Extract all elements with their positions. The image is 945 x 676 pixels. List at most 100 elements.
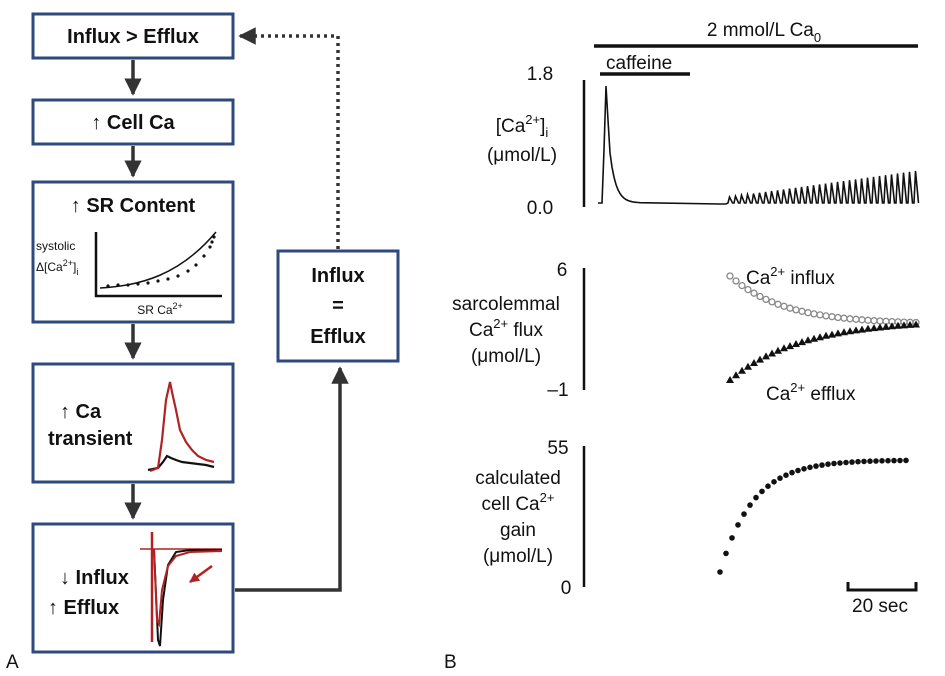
efflux-point xyxy=(894,321,902,329)
influx-point xyxy=(840,314,848,322)
time-scale-bar xyxy=(846,582,918,592)
gain-point xyxy=(867,458,873,465)
efflux-point xyxy=(804,336,812,344)
influx-greater-efflux-box: Influx > Efflux xyxy=(31,12,235,60)
influx-point xyxy=(822,312,830,320)
gain-point xyxy=(723,550,729,557)
gain-point xyxy=(765,483,771,490)
influx-point xyxy=(876,317,884,325)
influx-point xyxy=(804,309,812,317)
influx-point xyxy=(768,298,776,306)
side-label-3: Efflux xyxy=(310,326,366,348)
influx-point xyxy=(762,295,770,304)
influx-point xyxy=(732,277,740,285)
efflux-point xyxy=(876,323,884,331)
cell-ca-box: ↑ Cell Ca xyxy=(31,98,235,146)
trace3-ylabel-2: cell Ca2+ xyxy=(482,490,555,515)
sr-content-box: ↑ SR Content systolic Δ[Ca2+]i SR Ca2+ xyxy=(31,180,235,324)
gain-point xyxy=(861,458,867,465)
efflux-point xyxy=(852,326,860,334)
feedback-arrow xyxy=(235,366,349,592)
sr-inset-curve xyxy=(99,231,217,289)
trace1-ymax: 1.8 xyxy=(527,64,553,85)
trace2-ymax: 6 xyxy=(557,260,568,281)
box4-label-1: ↑ Ca xyxy=(60,401,102,423)
influx-point xyxy=(774,300,782,308)
gain-point xyxy=(753,494,759,501)
efflux-point xyxy=(864,324,872,332)
efflux-point xyxy=(726,376,734,383)
box1-label: Influx > Efflux xyxy=(67,26,199,48)
ca0-label: 2 mmol/L Ca0 xyxy=(707,20,821,45)
gain-point xyxy=(897,457,903,464)
box4-label-2: transient xyxy=(48,428,133,450)
efflux-point xyxy=(834,329,842,337)
trace2-ylabel-1: sarcolemmal xyxy=(452,294,560,315)
gain-point xyxy=(855,458,861,465)
gain-point xyxy=(771,479,777,485)
red-arrow-icon xyxy=(189,564,213,584)
influx-point xyxy=(786,304,794,312)
gain-point xyxy=(825,461,831,468)
influx-point xyxy=(834,313,842,322)
influx-point xyxy=(816,311,824,319)
efflux-point xyxy=(846,327,854,335)
efflux-point xyxy=(756,355,764,363)
efflux-point xyxy=(738,366,746,374)
efflux-point xyxy=(792,340,800,347)
sr-inset-ylabel-1: systolic xyxy=(36,239,75,253)
gain-point xyxy=(735,522,741,528)
efflux-point xyxy=(882,322,890,330)
influx-point xyxy=(792,306,800,314)
gain-point xyxy=(813,463,819,469)
efflux-point xyxy=(858,325,866,333)
sarcolemmal-flux-panel: 6 –1 sarcolemmal Ca2+ flux (μmol/L) Ca2+… xyxy=(452,260,920,405)
box3-label: ↑ SR Content xyxy=(71,195,196,217)
gain-point xyxy=(885,457,891,464)
efflux-point xyxy=(732,371,740,379)
trace2-ylabel-2: Ca2+ flux xyxy=(469,316,543,341)
efflux-point xyxy=(840,328,848,336)
influx-point xyxy=(828,313,836,321)
box5-label-1: ↓ Influx xyxy=(60,567,129,589)
gain-point xyxy=(729,535,735,541)
side-label-1: Influx xyxy=(311,265,364,287)
efflux-point xyxy=(900,321,908,329)
calcium-trace-line xyxy=(598,85,920,205)
panel-b-label: B xyxy=(444,652,457,673)
sr-inset-points xyxy=(106,235,216,288)
trace2-ylabel-3: (μmol/L) xyxy=(471,346,541,367)
black-current-trace xyxy=(153,548,222,647)
dotted-return-arrow xyxy=(238,27,340,249)
efflux-point xyxy=(798,338,806,346)
trace1-ylabel: [Ca2+]i xyxy=(496,112,549,140)
gain-point xyxy=(819,462,825,468)
efflux-point xyxy=(828,330,836,338)
side-label-2: = xyxy=(332,295,344,317)
gain-point xyxy=(717,569,723,575)
trace2-ymin: –1 xyxy=(547,380,568,401)
gain-point xyxy=(873,458,879,464)
efflux-point xyxy=(786,342,794,350)
gain-point xyxy=(849,459,855,465)
trace3-ylabel-4: (μmol/L) xyxy=(483,546,553,567)
influx-point xyxy=(750,289,758,297)
gain-point xyxy=(807,464,813,471)
gain-point xyxy=(831,460,837,467)
trace1-ymin: 0.0 xyxy=(527,198,553,219)
gain-point xyxy=(891,457,897,464)
gain-point xyxy=(879,458,885,464)
influx-point xyxy=(798,307,806,315)
gain-point xyxy=(801,466,807,472)
ca-transient-black-trace xyxy=(147,454,215,472)
efflux-point xyxy=(768,349,776,357)
influx-label: Ca2+ influx xyxy=(746,264,835,289)
efflux-point xyxy=(774,346,782,354)
influx-point xyxy=(780,302,788,310)
gain-point xyxy=(843,459,849,466)
efflux-point xyxy=(744,362,752,370)
influx-point xyxy=(870,317,878,325)
calcium-gain-panel: 55 0 calculated cell Ca2+ gain (μmol/L) xyxy=(475,438,909,599)
ca-transient-red-trace xyxy=(149,381,215,473)
efflux-label: Ca2+ efflux xyxy=(766,380,856,405)
